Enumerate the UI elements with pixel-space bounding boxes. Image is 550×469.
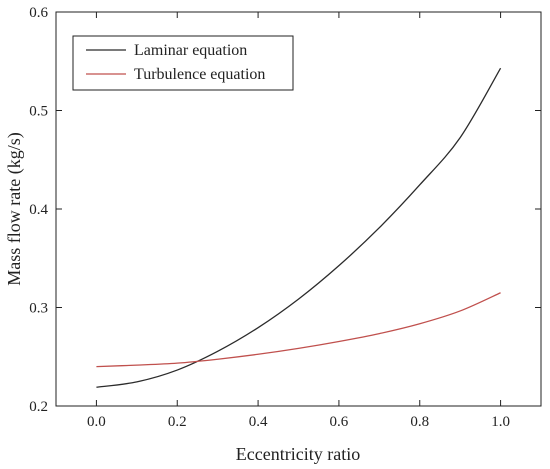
legend-box [72, 35, 294, 91]
series-layer [96, 67, 502, 388]
x-tick-label: 0.8 [410, 414, 429, 430]
y-axis: 0.2 0.3 0.4 0.5 0.6 [29, 5, 541, 415]
x-tick-label: 0.4 [249, 414, 268, 430]
legend-label-laminar: Laminar equation [134, 42, 247, 59]
x-tick-label: 0.2 [168, 414, 187, 430]
y-tick-label: 0.6 [29, 5, 48, 21]
x-axis: 0.0 0.2 0.4 0.6 0.8 1.0 [87, 12, 510, 430]
x-tick-label: 0.0 [87, 414, 106, 430]
legend-label-turbulence: Turbulence equation [134, 66, 265, 83]
y-tick-label: 0.5 [29, 104, 48, 120]
series-line-laminar [96, 67, 502, 388]
x-tick-label: 0.6 [330, 414, 349, 430]
legend: Laminar equation Turbulence equation [72, 35, 294, 91]
y-tick-label: 0.3 [29, 301, 48, 317]
y-axis-label: Mass flow rate (kg/s) [4, 132, 25, 285]
y-tick-label: 0.4 [29, 202, 48, 218]
series-line-turbulence [96, 292, 501, 368]
y-tick-label: 0.2 [29, 399, 48, 415]
x-axis-label: Eccentricity ratio [236, 444, 360, 464]
x-tick-label: 1.0 [491, 414, 510, 430]
